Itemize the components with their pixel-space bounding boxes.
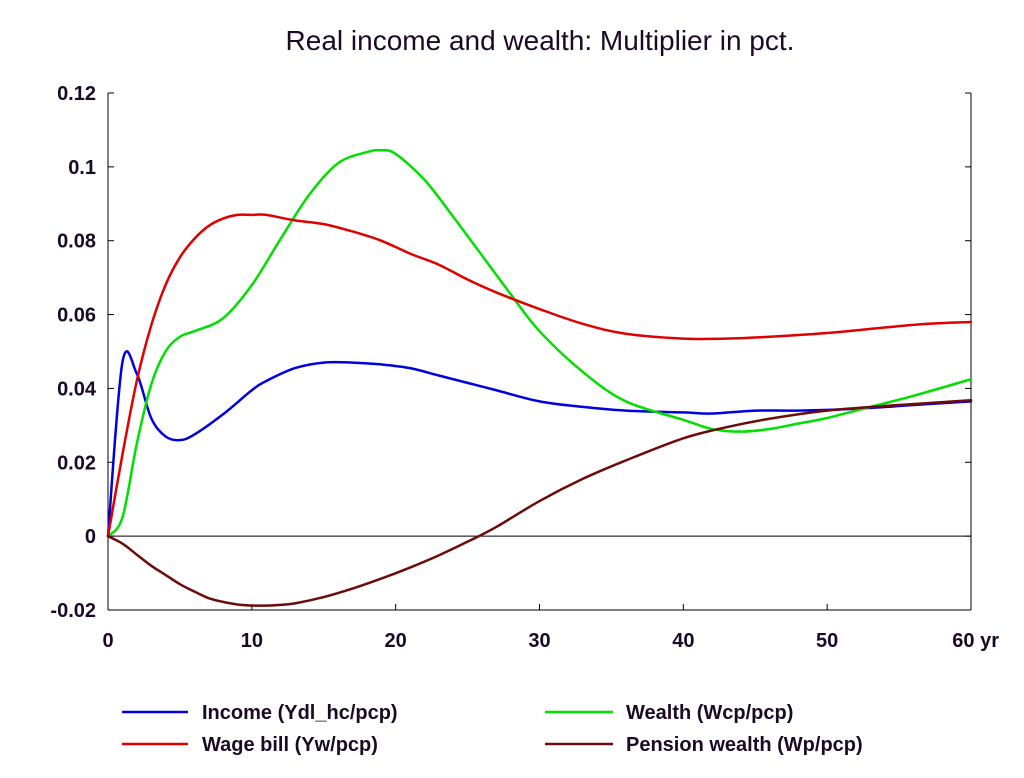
chart-title: Real income and wealth: Multiplier in pc…: [286, 25, 795, 56]
x-tick-label: 0: [102, 630, 113, 652]
x-tick-label: 10: [241, 630, 263, 652]
series-line-income-ydl-hc-pcp: [106, 350, 973, 538]
series-line-pension-wealth-wp-pcp: [106, 399, 973, 607]
series-line-wealth-wcp-pcp: [106, 148, 973, 538]
y-tick-label: 0.08: [57, 231, 96, 253]
axis-ticks: -0.02 0 0.02 0.04 0.06 0.08 0.1 0.12 0 10 20 30 40 50…: [50, 83, 999, 652]
y-tick-label: 0.12: [57, 83, 96, 105]
legend-label-wage-bill-yw-pcp: Wage bill (Yw/pcp): [202, 734, 378, 756]
x-tick-label: 50: [816, 630, 838, 652]
y-tick-label: 0.1: [68, 157, 96, 179]
series-line-wage-bill-yw-pcp: [106, 213, 973, 538]
x-tick-label: 60 yr: [952, 630, 999, 652]
x-tick-label: 20: [385, 630, 407, 652]
series-group: [106, 148, 973, 607]
x-tick-label: 40: [672, 630, 694, 652]
legend-label-pension-wealth-wp-pcp: Pension wealth (Wp/pcp): [626, 734, 863, 756]
y-tick-label: -0.02: [50, 600, 96, 622]
legend-label-wealth-wcp-pcp: Wealth (Wcp/pcp): [626, 702, 793, 724]
y-tick-label: 0.02: [57, 452, 96, 474]
x-tick-label: 30: [528, 630, 550, 652]
y-tick-label: 0.04: [57, 378, 97, 400]
legend: Income (Ydl_hc/pcp) Wealth (Wcp/pcp) Wage …: [122, 702, 863, 756]
y-tick-label: 0: [85, 526, 96, 548]
y-tick-label: 0.06: [57, 305, 96, 327]
legend-label-income-ydl-hc-pcp: Income (Ydl_hc/pcp): [202, 702, 398, 724]
